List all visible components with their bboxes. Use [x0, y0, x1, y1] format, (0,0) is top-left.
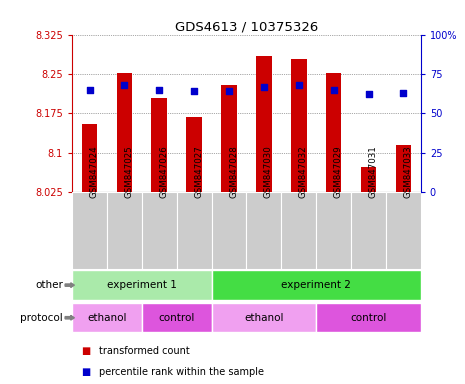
- Text: protocol: protocol: [20, 313, 63, 323]
- Point: [399, 90, 407, 96]
- Bar: [212, 303, 316, 333]
- Text: GSM847028: GSM847028: [229, 146, 238, 198]
- Bar: [396, 145, 411, 192]
- Text: control: control: [350, 313, 387, 323]
- Bar: [212, 192, 246, 269]
- Bar: [177, 192, 212, 269]
- Bar: [316, 303, 421, 333]
- Bar: [351, 192, 386, 269]
- Text: experiment 2: experiment 2: [281, 280, 351, 290]
- Bar: [316, 192, 351, 269]
- Bar: [256, 56, 272, 192]
- Bar: [281, 192, 316, 269]
- Bar: [82, 124, 97, 192]
- Bar: [107, 192, 142, 269]
- Bar: [117, 73, 132, 192]
- Text: GSM847029: GSM847029: [333, 146, 343, 198]
- Text: GSM847026: GSM847026: [159, 146, 168, 198]
- Bar: [186, 117, 202, 192]
- Point: [86, 86, 93, 93]
- Point: [365, 91, 372, 98]
- Text: ■: ■: [81, 346, 91, 356]
- Title: GDS4613 / 10375326: GDS4613 / 10375326: [175, 20, 318, 33]
- Text: GSM847031: GSM847031: [368, 146, 378, 198]
- Point: [330, 86, 337, 93]
- Text: other: other: [35, 280, 63, 290]
- Point: [260, 83, 268, 89]
- Bar: [72, 192, 107, 269]
- Text: experiment 1: experiment 1: [107, 280, 177, 290]
- Bar: [221, 86, 237, 192]
- Text: ■: ■: [81, 367, 91, 377]
- Bar: [142, 303, 212, 333]
- Text: ethanol: ethanol: [244, 313, 284, 323]
- Bar: [142, 192, 177, 269]
- Bar: [361, 167, 376, 192]
- Bar: [72, 303, 142, 333]
- Text: transformed count: transformed count: [99, 346, 190, 356]
- Text: GSM847033: GSM847033: [403, 146, 412, 198]
- Text: GSM847032: GSM847032: [299, 146, 308, 198]
- Point: [120, 82, 128, 88]
- Text: GSM847025: GSM847025: [124, 146, 133, 198]
- Point: [295, 82, 302, 88]
- Point: [225, 88, 232, 94]
- Text: GSM847030: GSM847030: [264, 146, 273, 198]
- Text: GSM847027: GSM847027: [194, 146, 203, 198]
- Bar: [291, 59, 306, 192]
- Bar: [72, 270, 212, 300]
- Text: ethanol: ethanol: [87, 313, 126, 323]
- Bar: [246, 192, 281, 269]
- Bar: [386, 192, 421, 269]
- Point: [155, 86, 163, 93]
- Point: [190, 88, 198, 94]
- Text: GSM847024: GSM847024: [89, 146, 99, 198]
- Bar: [326, 73, 341, 192]
- Bar: [152, 98, 167, 192]
- Bar: [212, 270, 421, 300]
- Text: percentile rank within the sample: percentile rank within the sample: [99, 367, 264, 377]
- Text: control: control: [159, 313, 195, 323]
